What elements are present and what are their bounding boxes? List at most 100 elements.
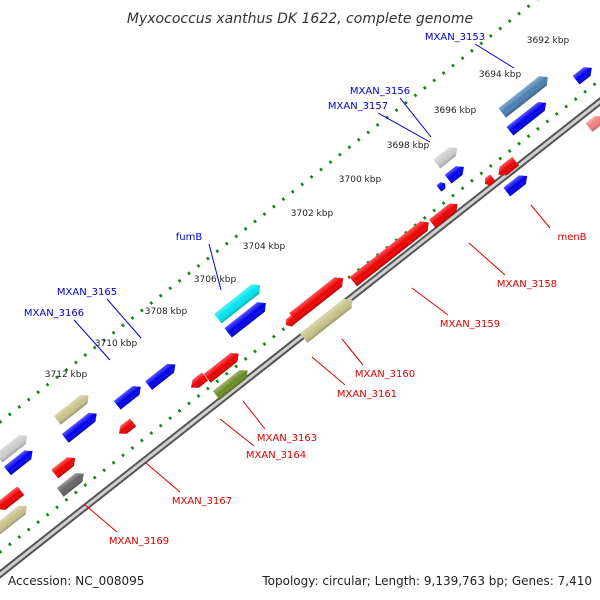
gene-feature[interactable] xyxy=(498,72,551,118)
gene-label[interactable]: MXAN_3157 xyxy=(328,101,388,112)
gene-feature[interactable] xyxy=(299,295,356,343)
scale-dot xyxy=(536,126,540,131)
leader-line xyxy=(530,204,551,229)
gene-feature[interactable] xyxy=(0,486,25,513)
gene-feature[interactable] xyxy=(289,273,347,323)
gene-label[interactable]: MXAN_3163 xyxy=(257,433,317,444)
gene-label[interactable]: MXAN_3169 xyxy=(109,536,169,547)
gene-feature[interactable] xyxy=(4,447,36,476)
gene-label[interactable]: MXAN_3153 xyxy=(425,32,485,43)
gene-label[interactable]: MXAN_3164 xyxy=(246,450,306,461)
scale-dot xyxy=(205,386,210,391)
scale-dot xyxy=(36,520,41,525)
scale-dot xyxy=(592,82,597,87)
scale-dot xyxy=(507,149,512,154)
gene-feature[interactable] xyxy=(495,156,520,179)
scale-dot xyxy=(205,256,210,261)
gene-label[interactable]: MXAN_3159 xyxy=(440,319,500,330)
scale-dot xyxy=(73,360,78,365)
gene-feature[interactable] xyxy=(116,418,137,438)
scale-dot xyxy=(243,356,248,361)
leader-line xyxy=(341,338,364,366)
scale-dot xyxy=(187,401,191,406)
gene-feature[interactable] xyxy=(214,281,264,324)
scale-tick-label: 3712 kbp xyxy=(45,370,88,380)
scale-dot xyxy=(17,535,22,539)
map-title: Myxococcus xanthus DK 1622, complete gen… xyxy=(127,11,473,27)
gene-feature[interactable] xyxy=(145,360,179,390)
scale-dot xyxy=(224,371,229,376)
scale-dot xyxy=(158,293,163,298)
scale-dot xyxy=(347,145,352,150)
gene-feature[interactable] xyxy=(585,112,600,132)
feature-labels: MXAN_3153 MXAN_3156 MXAN_3157 fumB MXAN_3165… xyxy=(24,32,587,547)
scale-dot xyxy=(253,219,257,224)
gene-feature[interactable] xyxy=(53,391,92,425)
scale-dot xyxy=(36,390,41,395)
scale-dot xyxy=(102,338,107,343)
gene-feature[interactable] xyxy=(224,298,269,338)
gene-feature[interactable] xyxy=(572,63,596,85)
scale-dot xyxy=(121,453,125,458)
scale-ticks: 3692 kbp 3694 kbp 3696 kbp 3698 kbp 3700 kbp… xyxy=(45,36,570,380)
gene-feature[interactable] xyxy=(113,382,144,410)
gene-feature[interactable] xyxy=(506,98,550,136)
scale-dot xyxy=(45,382,50,387)
gene-feature[interactable] xyxy=(0,432,31,463)
scale-dot xyxy=(517,141,521,146)
scale-tick-label: 3708 kbp xyxy=(145,307,188,317)
scale-dot xyxy=(168,416,173,421)
gene-feature[interactable] xyxy=(436,180,447,192)
leader-line xyxy=(411,287,449,316)
scale-dot xyxy=(356,137,361,142)
scale-dot xyxy=(281,197,286,202)
gene-feature[interactable] xyxy=(212,366,251,400)
scale-dot xyxy=(281,327,286,332)
gene-label[interactable]: MXAN_3166 xyxy=(24,308,84,319)
gene-label[interactable]: MXAN_3161 xyxy=(337,389,397,400)
scale-dot xyxy=(111,460,116,465)
gene-feature[interactable] xyxy=(203,349,242,383)
scale-dot xyxy=(196,264,201,268)
gene-feature[interactable] xyxy=(283,315,297,328)
gene-feature[interactable] xyxy=(188,372,209,392)
accession-label: Accession: NC_008095 xyxy=(8,574,144,588)
scale-dot xyxy=(337,152,342,157)
gene-feature[interactable] xyxy=(349,218,433,287)
gene-feature[interactable] xyxy=(429,200,461,229)
scale-dot xyxy=(404,100,408,105)
scale-dot xyxy=(253,349,257,354)
gene-feature[interactable] xyxy=(444,162,468,184)
leader-line xyxy=(242,400,266,430)
scale-dot xyxy=(0,549,3,554)
gene-label[interactable]: menB xyxy=(557,232,586,243)
gene-feature[interactable] xyxy=(433,144,460,169)
gene-label[interactable]: fumB xyxy=(176,232,203,243)
scale-dot xyxy=(45,512,50,517)
gene-label[interactable]: MXAN_3156 xyxy=(350,86,410,97)
gene-label[interactable]: MXAN_3167 xyxy=(172,496,232,507)
scale-dot xyxy=(224,241,229,246)
gene-feature[interactable] xyxy=(56,469,87,497)
scale-dot xyxy=(92,475,97,480)
leader-line xyxy=(474,43,515,69)
gene-feature[interactable] xyxy=(503,172,530,197)
scale-dot xyxy=(488,33,493,38)
gene-label[interactable]: MXAN_3160 xyxy=(355,369,415,380)
gene-feature[interactable] xyxy=(51,454,78,479)
scale-dot xyxy=(0,419,3,424)
scale-dot xyxy=(422,85,427,90)
gene-feature[interactable] xyxy=(0,502,30,535)
scale-dot xyxy=(394,108,399,113)
scale-tick-label: 3706 kbp xyxy=(194,275,237,285)
gene-feature[interactable] xyxy=(61,409,100,443)
scale-dot xyxy=(554,112,559,116)
scale-dot xyxy=(366,130,371,135)
gene-label[interactable]: MXAN_3165 xyxy=(57,287,117,298)
leader-line xyxy=(219,418,255,447)
scale-dot xyxy=(149,431,154,436)
gene-label[interactable]: MXAN_3158 xyxy=(497,279,557,290)
scale-tick-label: 3692 kbp xyxy=(527,36,570,46)
gene-feature[interactable] xyxy=(482,174,496,187)
